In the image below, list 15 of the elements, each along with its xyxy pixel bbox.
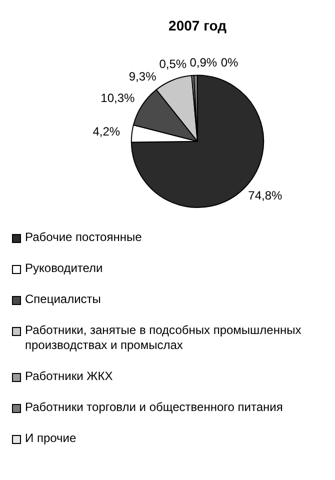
data-label: 74,8% (248, 188, 283, 203)
legend-label: Специалисты (25, 292, 101, 307)
legend-label: Работники ЖКХ (25, 369, 113, 384)
text: 0% (220, 56, 238, 70)
legend-label: Руководители (25, 261, 103, 276)
chart-title: 2007 год (168, 17, 227, 34)
data-label: 4,2% (92, 124, 120, 138)
data-label: 10,3% (100, 91, 136, 106)
legend-label: Рабочие постоянные (25, 230, 142, 245)
legend-label: Работники торговли и общественного питания (25, 400, 283, 415)
legend-label: Работники, занятые в подсобных промышленных производствах и промыслах (25, 323, 302, 353)
data-label: 0,9% (190, 55, 218, 70)
legend-label: И прочие (25, 431, 76, 446)
data-label: 9,3% (128, 70, 157, 84)
data-label: 0,5% (159, 57, 187, 72)
